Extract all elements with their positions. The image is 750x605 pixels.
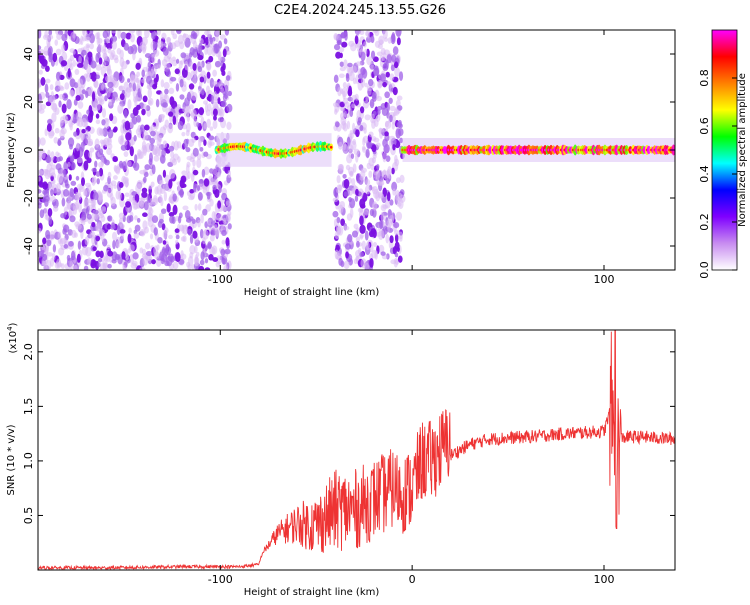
colorbar-tick-label-0: 0.0 [698,261,711,279]
colorbar-tick-label-2: 0.4 [698,165,711,183]
y-multiplier-label: (x104) [6,322,19,353]
colorbar-label: Normalized spectral amplitude [737,73,748,227]
chart-title: C2E4.2024.245.13.55.G26 [274,3,446,18]
spectrogram-region-0 [38,30,233,270]
top-y-tick-label-0: -40 [22,237,35,255]
spectrogram-region-3 [400,138,675,162]
bottom-y-tick-label-1: 1.0 [22,452,35,470]
top-x-tick-label-2: 100 [594,273,615,286]
top-x-axis-label: Height of straight line (km) [244,287,380,298]
spectrogram-region-1 [214,133,334,167]
top-y-tick-label-2: 0 [22,147,35,154]
top-y-tick-label-4: 40 [22,47,35,61]
bottom-plot-frame [37,329,676,571]
top-y-tick-label-1: -20 [22,189,35,207]
colorbar: 0.0 0.2 0.4 0.6 0.8 Normalized spectral ampli… [698,29,748,279]
top-y-axis-label: Frequency (Hz) [6,112,17,188]
colorbar-tick-label-3: 0.6 [698,117,711,135]
snr-series-line [38,330,675,570]
colorbar-gradient [711,29,738,271]
spectrogram-plot: -100 100 -40 -20 0 20 40 Height of straight lin… [6,29,676,298]
top-y-tick-label-3: 20 [22,95,35,109]
snr-plot: -100 0 100 0.5 1.0 1.5 2.0 Height of straight l… [6,322,676,598]
bottom-x-tick-label-2: 100 [594,573,615,586]
spectrogram-marks [38,30,675,270]
top-x-tick-label-0: -100 [208,273,233,286]
bottom-x-tick-label-1: 0 [409,573,416,586]
bottom-y-tick-label-3: 2.0 [22,343,35,361]
bottom-y-tick-label-2: 1.5 [22,398,35,416]
bottom-y-axis-label: SNR (10 * v/v) [6,424,17,495]
bottom-y-tick-label-0: 0.5 [22,507,35,525]
spectrogram-region-2 [332,30,406,270]
bottom-x-axis-label: Height of straight line (km) [244,587,380,598]
colorbar-tick-label-1: 0.2 [698,213,711,231]
colorbar-tick-label-4: 0.8 [698,69,711,87]
bottom-x-tick-label-0: -100 [208,573,233,586]
